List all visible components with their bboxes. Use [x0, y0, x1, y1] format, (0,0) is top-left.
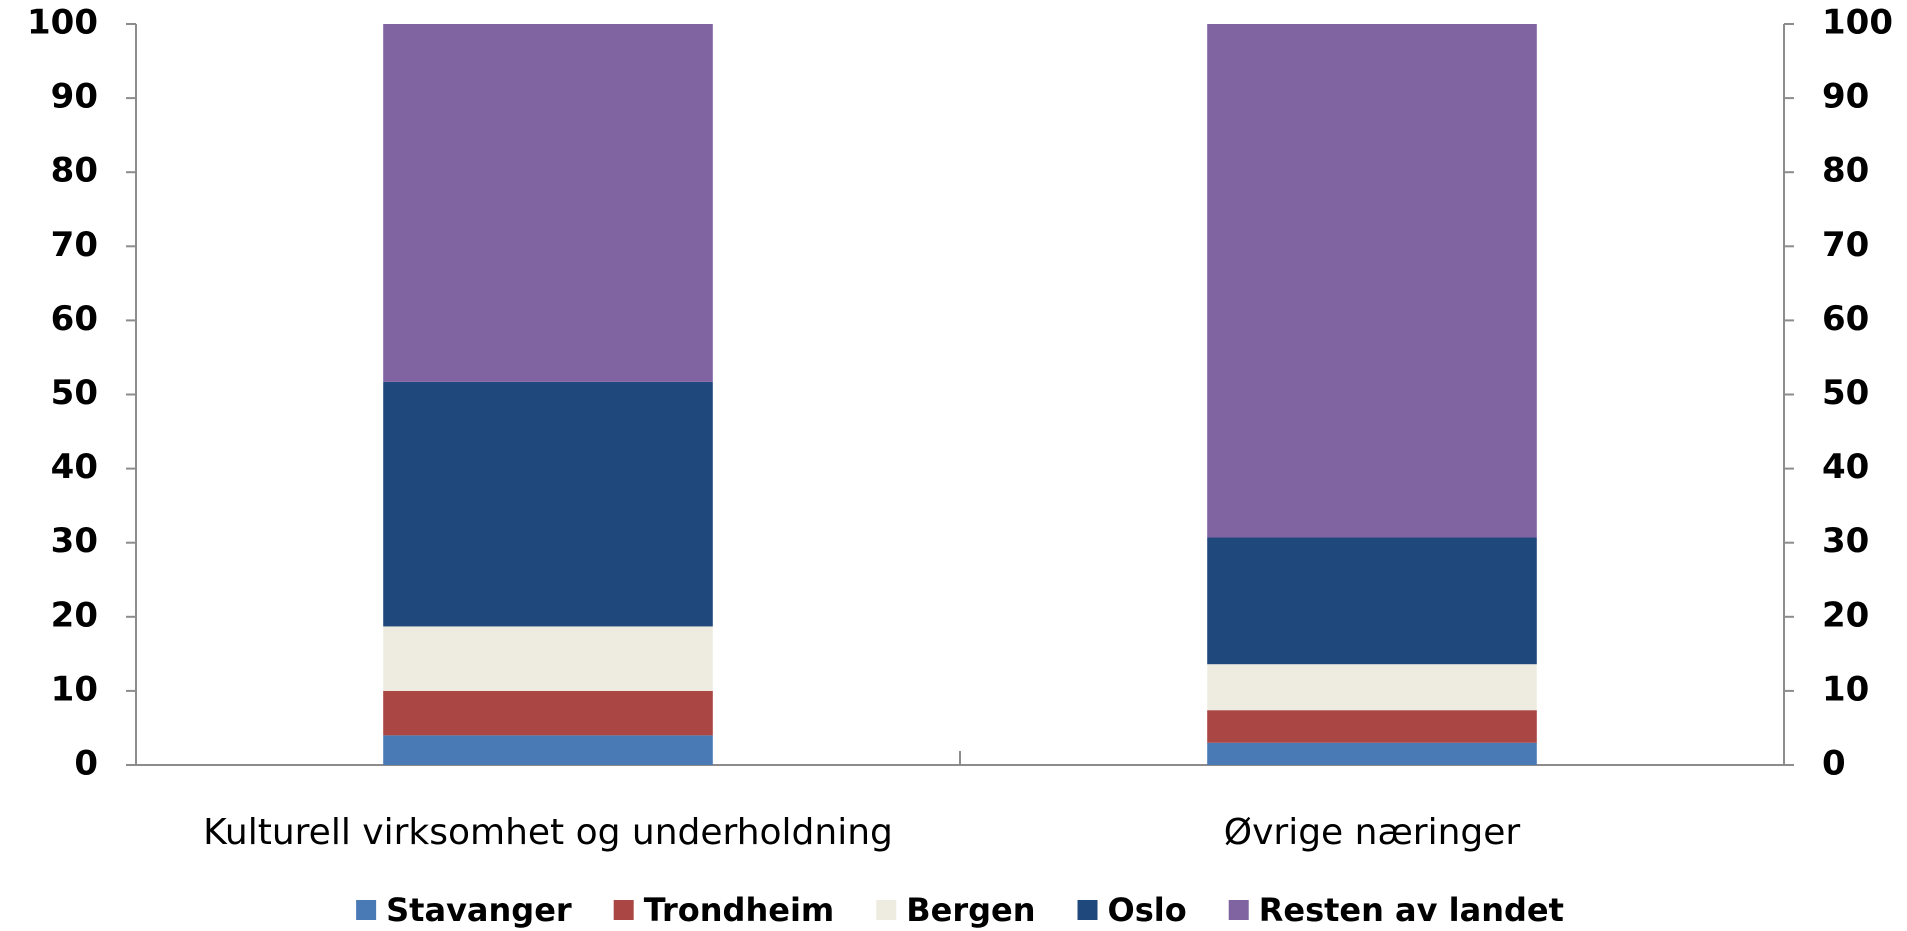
y2-tick-label: 0 [1822, 744, 1846, 784]
legend-label: Stavanger [386, 891, 572, 929]
bar-segment [383, 626, 713, 691]
bar-segment [383, 381, 713, 627]
y-tick-label: 70 [51, 225, 98, 265]
bar-segment [383, 735, 713, 765]
y2-tick-label: 10 [1822, 669, 1869, 709]
y2-tick-label: 70 [1822, 225, 1869, 265]
legend-swatch [1077, 900, 1098, 920]
y2-tick-label: 20 [1822, 595, 1869, 635]
y-tick-label: 80 [51, 151, 98, 191]
legend-swatch [613, 900, 634, 920]
y-tick-label: 90 [51, 77, 98, 117]
legend-swatch [356, 900, 377, 920]
y2-tick-label: 50 [1822, 373, 1869, 413]
legend-swatch [876, 900, 897, 920]
legend-label: Oslo [1108, 891, 1187, 929]
x-tick-label: Kulturell virksomhet og underholdning [203, 812, 893, 853]
bar-segment [1207, 537, 1537, 665]
bar-segment [383, 690, 713, 736]
y-tick-label: 0 [74, 744, 98, 784]
y-tick-label: 10 [51, 669, 98, 709]
y-tick-label: 30 [51, 521, 98, 561]
bar-segment [1207, 664, 1537, 711]
y2-tick-label: 40 [1822, 447, 1869, 487]
y-tick-label: 100 [27, 3, 98, 43]
y-tick-label: 40 [51, 447, 98, 487]
y-tick-label: 20 [51, 595, 98, 635]
x-tick-label: Øvrige næringer [1224, 812, 1521, 853]
y2-tick-label: 90 [1822, 77, 1869, 117]
y2-tick-label: 80 [1822, 151, 1869, 191]
legend-label: Resten av landet [1259, 891, 1564, 929]
legend-swatch [1228, 900, 1249, 920]
bar-segment [1207, 710, 1537, 743]
legend-label: Trondheim [644, 891, 835, 929]
y-tick-label: 50 [51, 373, 98, 413]
y2-tick-label: 30 [1822, 521, 1869, 561]
bar-segment [1207, 24, 1537, 538]
bar-segment [383, 24, 713, 382]
y-tick-label: 60 [51, 299, 98, 339]
y2-tick-label: 100 [1822, 3, 1893, 43]
bar-segment [1207, 742, 1537, 765]
y2-tick-label: 60 [1822, 299, 1869, 339]
legend-label: Bergen [906, 891, 1035, 929]
